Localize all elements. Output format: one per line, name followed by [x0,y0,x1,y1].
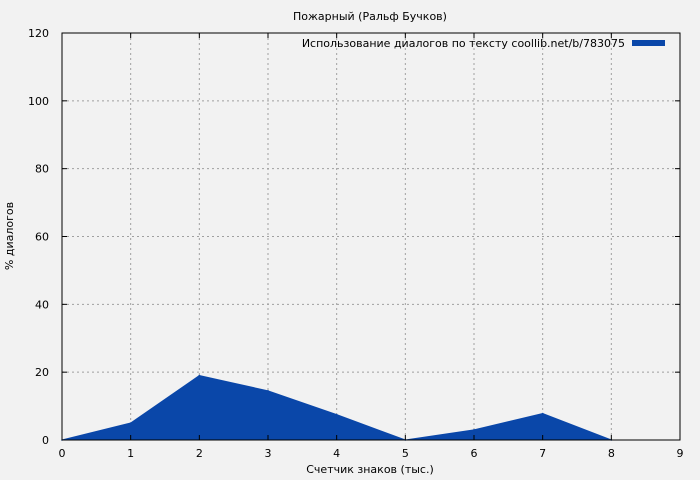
x-tick-label-6: 6 [471,447,478,460]
x-tick-label-9: 9 [677,447,684,460]
y-tick-label-1: 20 [35,366,49,379]
tick-labels: 0 1 2 3 4 5 6 7 8 9 0 20 40 60 80 100 120 [28,27,684,460]
x-tick-label-8: 8 [608,447,615,460]
data-point-0-7 [541,412,544,415]
axes [61,32,681,441]
chart-title: Пожарный (Ральф Бучков) [293,10,447,23]
x-tick-label-2: 2 [196,447,203,460]
x-tick-label-0: 0 [59,447,66,460]
legend: Использование диалогов по тексту coollib… [302,37,665,50]
x-tick-label-7: 7 [539,447,546,460]
y-tick-label-4: 80 [35,163,49,176]
grid [62,33,680,440]
series-area-0 [61,375,612,441]
data-point-0-1 [129,422,132,424]
x-tick-label-4: 4 [333,447,340,460]
y-tick-label-6: 120 [28,27,49,40]
data-point-0-4 [335,413,338,416]
y-tick-label-5: 100 [28,95,49,108]
data-point-0-3 [267,390,269,392]
y-tick-label-0: 0 [42,434,49,447]
x-tick-label-5: 5 [402,447,409,460]
y-tick-label-2: 40 [35,298,49,311]
data-point-0-6 [473,429,475,431]
legend-swatch [632,40,665,46]
x-axis-label: Счетчик знаков (тыс.) [306,463,434,476]
data-point-0-2 [198,374,201,377]
y-axis-label: % диалогов [3,202,16,270]
legend-label: Использование диалогов по тексту coollib… [302,37,625,50]
x-tick-label-3: 3 [265,447,272,460]
x-tick-label-1: 1 [127,447,134,460]
y-tick-label-3: 60 [35,231,49,244]
